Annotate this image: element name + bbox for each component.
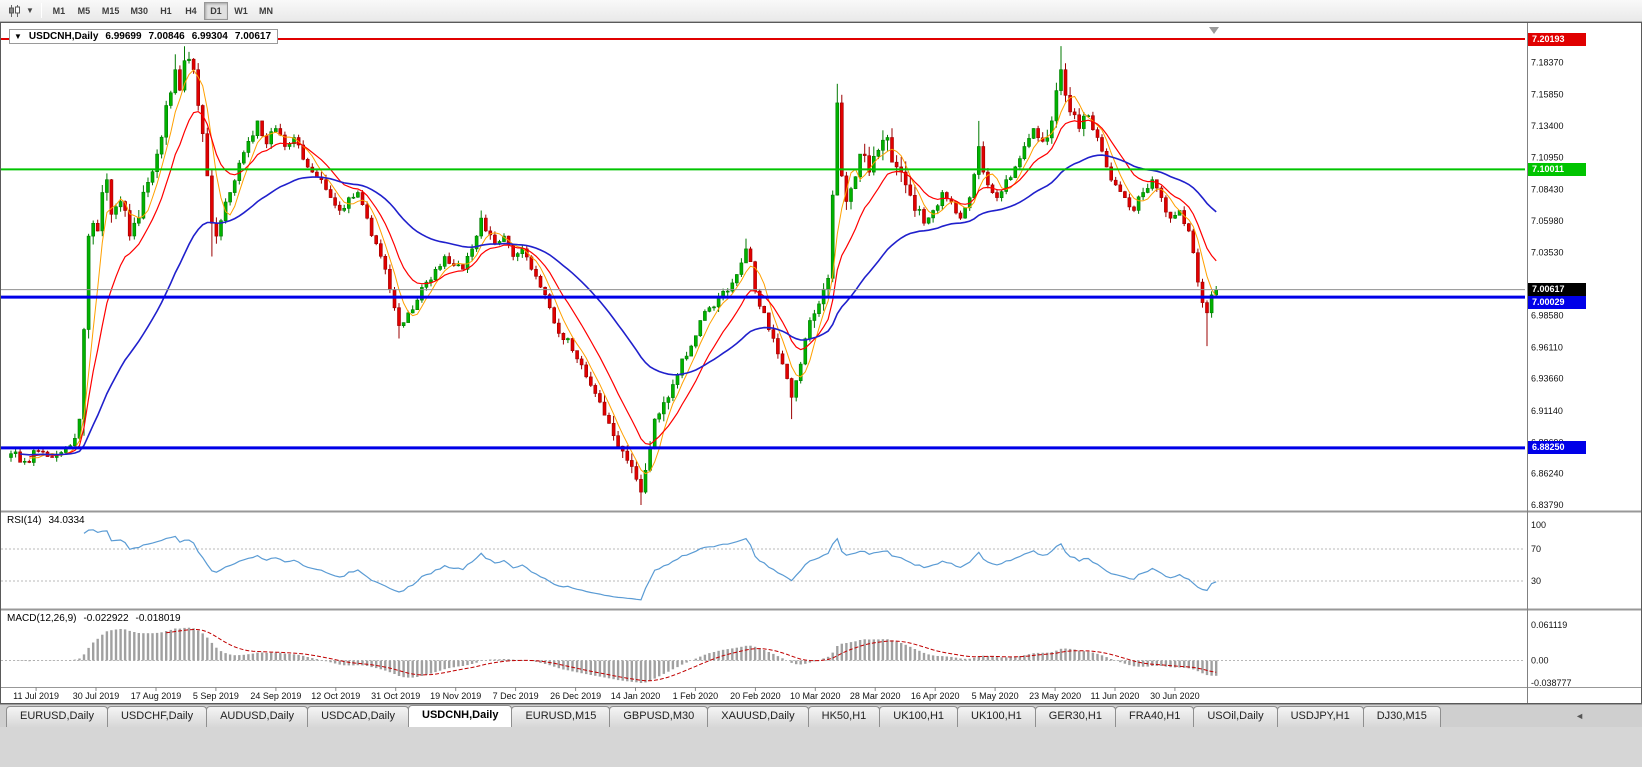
svg-text:20 Feb 2020: 20 Feb 2020 bbox=[730, 691, 781, 701]
svg-text:28 Mar 2020: 28 Mar 2020 bbox=[850, 691, 901, 701]
svg-text:5 May 2020: 5 May 2020 bbox=[972, 691, 1019, 701]
chart-type-icon[interactable] bbox=[4, 2, 26, 20]
svg-text:10 Mar 2020: 10 Mar 2020 bbox=[790, 691, 841, 701]
svg-text:6.96110: 6.96110 bbox=[1531, 342, 1563, 352]
chart-window: 7.18370 7.15850 7.13400 7.10950 7.08430 7.059… bbox=[0, 22, 1642, 704]
chart-tab-usdcnh-daily[interactable]: USDCNH,Daily bbox=[408, 705, 513, 727]
high-value: 7.00846 bbox=[148, 31, 185, 42]
chart-tab-gbpusd-m30[interactable]: GBPUSD,M30 bbox=[609, 706, 709, 727]
svg-text:0.00: 0.00 bbox=[1531, 656, 1549, 666]
chart-tab-eurusd-m15[interactable]: EURUSD,M15 bbox=[511, 706, 611, 727]
svg-text:30: 30 bbox=[1531, 576, 1541, 586]
macd-indicator-label: MACD(12,26,9) -0.022922 -0.018019 bbox=[7, 613, 181, 624]
timeframe-button-h4[interactable]: H4 bbox=[185, 5, 197, 16]
svg-text:100: 100 bbox=[1531, 520, 1546, 530]
chart-tab-bar: EURUSD,Daily USDCHF,Daily AUDUSD,Daily USDC… bbox=[0, 704, 1642, 727]
timeframe-button-h1[interactable]: H1 bbox=[160, 5, 172, 16]
chart-tab-usoil-daily[interactable]: USOil,Daily bbox=[1193, 706, 1278, 727]
svg-text:17 Aug 2019: 17 Aug 2019 bbox=[131, 691, 182, 701]
chart-tab-usdcad-daily[interactable]: USDCAD,Daily bbox=[307, 706, 410, 727]
low-value: 6.99304 bbox=[191, 31, 228, 42]
svg-text:7.10950: 7.10950 bbox=[1531, 152, 1564, 162]
chart-tab-xauusd-daily[interactable]: XAUUSD,Daily bbox=[707, 706, 809, 727]
rsi-value: 34.0334 bbox=[48, 515, 85, 526]
timeframe-button-m1[interactable]: M1 bbox=[52, 5, 66, 16]
macd-name: MACD(12,26,9) bbox=[7, 613, 77, 624]
symbol-label: USDCNH,Daily bbox=[28, 31, 99, 42]
svg-text:23 May 2020: 23 May 2020 bbox=[1029, 691, 1081, 701]
svg-text:7 Dec 2019: 7 Dec 2019 bbox=[493, 691, 539, 701]
price-level-badge: 6.88250 bbox=[1528, 441, 1586, 454]
chevron-down-icon[interactable]: ▼ bbox=[26, 6, 34, 15]
chart-tab-usdchf-daily[interactable]: USDCHF,Daily bbox=[106, 706, 208, 727]
svg-text:7.15850: 7.15850 bbox=[1531, 90, 1564, 100]
svg-text:31 Oct 2019: 31 Oct 2019 bbox=[371, 691, 420, 701]
price-level-badge: 7.00029 bbox=[1528, 296, 1586, 309]
svg-text:11 Jul 2019: 11 Jul 2019 bbox=[13, 691, 59, 701]
toolbar-separator bbox=[40, 3, 42, 18]
svg-text:12 Oct 2019: 12 Oct 2019 bbox=[311, 691, 360, 701]
svg-text:14 Jan 2020: 14 Jan 2020 bbox=[611, 691, 661, 701]
svg-text:11 Jun 2020: 11 Jun 2020 bbox=[1091, 691, 1140, 701]
timeframe-button-w1[interactable]: W1 bbox=[234, 5, 248, 16]
svg-text:7.18370: 7.18370 bbox=[1531, 57, 1564, 67]
ohlc-info-box[interactable]: ▼ USDCNH,Daily 6.99699 7.00846 6.99304 7… bbox=[9, 29, 279, 44]
svg-text:6.98580: 6.98580 bbox=[1531, 311, 1564, 321]
status-bar bbox=[0, 727, 1642, 767]
svg-text:19 Nov 2019: 19 Nov 2019 bbox=[430, 691, 481, 701]
svg-text:6.86240: 6.86240 bbox=[1531, 469, 1564, 479]
svg-text:6.83790: 6.83790 bbox=[1531, 500, 1564, 510]
svg-text:7.13400: 7.13400 bbox=[1531, 121, 1564, 131]
chart-tab-usdjpy-h1[interactable]: USDJPY,H1 bbox=[1276, 706, 1364, 727]
chart-tab-audusd-daily[interactable]: AUDUSD,Daily bbox=[206, 706, 309, 727]
chevron-down-icon: ▼ bbox=[14, 32, 22, 41]
macd-signal-value: -0.018019 bbox=[135, 613, 181, 624]
svg-text:6.93660: 6.93660 bbox=[1531, 374, 1564, 384]
svg-text:30 Jul 2019: 30 Jul 2019 bbox=[73, 691, 120, 701]
chart-tab-eurusd-daily[interactable]: EURUSD,Daily bbox=[6, 706, 108, 727]
chart-tab-dj30-m15[interactable]: DJ30,M15 bbox=[1362, 706, 1441, 727]
rsi-name: RSI(14) bbox=[7, 515, 42, 526]
close-value: 7.00617 bbox=[234, 31, 272, 42]
rsi-indicator-label: RSI(14) 34.0334 bbox=[7, 515, 85, 526]
candlestick-icon bbox=[9, 4, 20, 17]
open-value: 6.99699 bbox=[105, 31, 142, 42]
chart-tab-uk100-h1[interactable]: UK100,H1 bbox=[879, 706, 959, 727]
tab-scroll-left-button[interactable]: ◄ bbox=[1575, 711, 1584, 721]
timeframe-button-d1[interactable]: D1 bbox=[203, 1, 228, 20]
svg-text:26 Dec 2019: 26 Dec 2019 bbox=[550, 691, 601, 701]
svg-text:16 Apr 2020: 16 Apr 2020 bbox=[911, 691, 960, 701]
svg-text:7.08430: 7.08430 bbox=[1531, 185, 1564, 195]
chart-tab-uk100-h1[interactable]: UK100,H1 bbox=[957, 706, 1036, 727]
timeframe-button-m5[interactable]: M5 bbox=[77, 5, 91, 16]
svg-text:1 Feb 2020: 1 Feb 2020 bbox=[673, 691, 719, 701]
svg-text:0.061119: 0.061119 bbox=[1531, 620, 1567, 630]
svg-text:7.03530: 7.03530 bbox=[1531, 247, 1564, 257]
price-level-badge: 7.20193 bbox=[1528, 33, 1586, 46]
timeframe-toolbar: ▼ M1 M5 M15 M30 H1 H4 D1 W1 MN bbox=[0, 0, 1642, 22]
svg-text:-0.038777: -0.038777 bbox=[1531, 678, 1572, 688]
timeframe-button-m15[interactable]: M15 bbox=[101, 5, 120, 16]
price-level-badge: 7.10011 bbox=[1528, 163, 1586, 176]
price-chart[interactable]: 7.18370 7.15850 7.13400 7.10950 7.08430 7.059… bbox=[1, 23, 1641, 703]
svg-text:5 Sep 2019: 5 Sep 2019 bbox=[193, 691, 239, 701]
macd-main-value: -0.022922 bbox=[83, 613, 129, 624]
svg-text:24 Sep 2019: 24 Sep 2019 bbox=[250, 691, 301, 701]
chart-tab-fra40-h1[interactable]: FRA40,H1 bbox=[1115, 706, 1195, 727]
chart-tabs: EURUSD,Daily USDCHF,Daily AUDUSD,Daily USDC… bbox=[6, 705, 1441, 727]
svg-text:30 Jun 2020: 30 Jun 2020 bbox=[1150, 691, 1200, 701]
timeframe-button-mn[interactable]: MN bbox=[258, 5, 273, 16]
svg-text:70: 70 bbox=[1531, 544, 1541, 554]
svg-text:6.91140: 6.91140 bbox=[1531, 406, 1563, 416]
svg-text:7.05980: 7.05980 bbox=[1531, 216, 1564, 226]
current-price-badge: 7.00617 bbox=[1528, 283, 1586, 296]
timeframe-button-m30[interactable]: M30 bbox=[130, 5, 148, 16]
chart-tab-ger30-h1[interactable]: GER30,H1 bbox=[1034, 706, 1116, 727]
chart-tab-hk50-h1[interactable]: HK50,H1 bbox=[807, 706, 881, 727]
timeframe-buttons: M1 M5 M15 M30 H1 H4 D1 W1 MN bbox=[47, 1, 279, 20]
